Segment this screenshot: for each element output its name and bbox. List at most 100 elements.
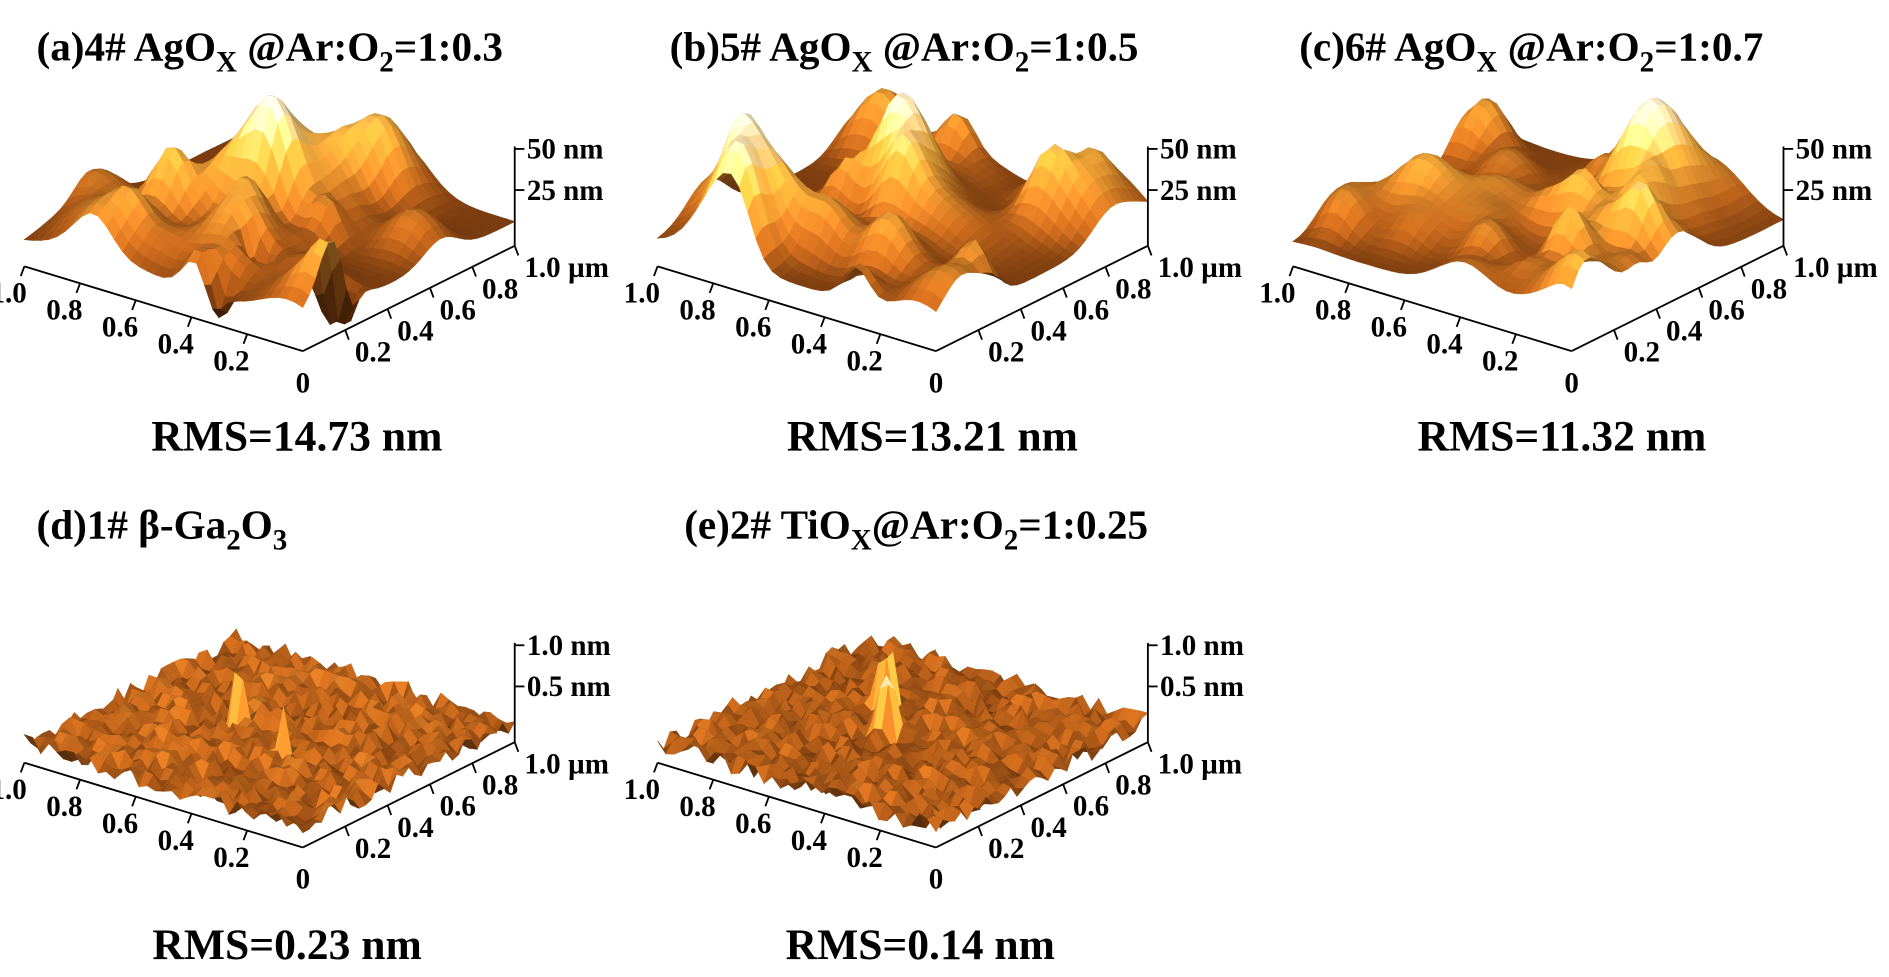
y-tick-label: 1.0 µm [524, 252, 609, 284]
x-tick [19, 762, 26, 773]
origin-label: 0 [296, 864, 311, 896]
title-subscript: 3 [273, 525, 288, 557]
title-text: @Ar:O [237, 24, 379, 70]
title-text: O [241, 502, 273, 548]
title-subscript: 2 [379, 46, 394, 78]
title-text: @Ar:O [1497, 24, 1639, 70]
x-tick-label: 0.6 [102, 808, 138, 840]
y-tick [1104, 266, 1110, 277]
y-tick [344, 826, 350, 837]
z-tick-label: 50 nm [527, 134, 604, 166]
origin-label: 0 [1564, 367, 1579, 399]
y-tick-label: 1.0 µm [524, 749, 609, 781]
x-tick [875, 333, 882, 345]
title-subscript: 2 [1640, 46, 1655, 78]
title-subscript: X [851, 46, 872, 78]
title-subscript: X [216, 46, 237, 78]
title-text: @Ar:O [872, 24, 1014, 70]
title-text: =1:0.5 [1029, 24, 1138, 70]
x-tick-label: 0.4 [158, 329, 194, 361]
panel-title: (b)5# AgOX​ @Ar:O2​=1:0.5 [670, 24, 1139, 79]
x-tick-label: 1.0 [1259, 278, 1295, 310]
z-tick-label: 25 nm [527, 175, 604, 207]
y-tick-label: 0.6 [440, 791, 476, 823]
x-tick [186, 316, 193, 328]
afm-panel: (d)1# β-Ga2​O3​01.00.80.60.40.20.20.40.6… [0, 502, 611, 969]
surface-facet [294, 288, 310, 308]
x-tick-label: 0.4 [158, 825, 194, 857]
title-text: (c)6# AgO [1299, 24, 1476, 71]
z-tick-label: 50 nm [1160, 134, 1237, 166]
y-tick [1740, 266, 1746, 277]
y-tick [513, 245, 520, 256]
rms-label: RMS=14.73 nm [151, 412, 442, 460]
y-tick [1613, 329, 1619, 341]
y-tick-label: 0.2 [355, 337, 391, 369]
x-tick-label: 0.2 [213, 345, 249, 377]
x-tick [242, 830, 249, 841]
x-tick [1288, 266, 1295, 277]
surface [656, 88, 1149, 313]
title-text: (e)2# TiO [684, 502, 851, 549]
title-text: =1:0.25 [1018, 502, 1148, 548]
y-tick-label: 0.6 [440, 294, 476, 326]
x-tick-label: 0.4 [791, 329, 827, 361]
y-tick-label: 0.2 [355, 833, 391, 865]
y-tick [471, 266, 477, 277]
title-text: (d)1# β-Ga [37, 502, 227, 549]
title-subscript: 2 [1004, 525, 1019, 557]
y-tick-label: 0.2 [988, 337, 1024, 369]
y-tick [1062, 287, 1068, 298]
title-text: =1:0.7 [1654, 24, 1763, 70]
z-tick-label: 1.0 nm [527, 630, 611, 662]
x-tick-label: 0.6 [735, 312, 771, 344]
y-tick-label: 0.8 [1115, 273, 1151, 305]
x-tick [1344, 282, 1350, 294]
y-tick-label: 0.4 [1666, 315, 1702, 347]
x-tick-label: 0.2 [1482, 345, 1518, 377]
x-tick [653, 266, 659, 277]
y-tick-label: 1.0 µm [1158, 252, 1243, 284]
x-axis-line [24, 265, 304, 352]
rms-label: RMS=13.21 nm [787, 412, 1078, 460]
y-tick-label: 0.4 [397, 315, 433, 347]
title-text: (b)5# AgO [670, 24, 852, 71]
surface [23, 95, 516, 326]
y-tick [429, 783, 435, 795]
rms-label: RMS=11.32 nm [1418, 412, 1707, 460]
origin-label: 0 [296, 367, 311, 399]
y-tick-label: 0.4 [397, 812, 433, 844]
y-tick [1782, 245, 1788, 256]
y-tick [471, 762, 477, 774]
afm-panel: (e)2# TiOX​@Ar:O2​=1:0.2501.00.80.60.40.… [624, 502, 1244, 969]
y-tick-label: 0.4 [1030, 315, 1066, 347]
z-tick-label: 50 nm [1796, 134, 1873, 166]
y-tick [344, 329, 350, 341]
title-subscript: X [1476, 46, 1497, 78]
x-tick [708, 282, 715, 294]
rms-label: RMS=0.23 nm [152, 921, 421, 969]
x-tick-label: 0.8 [1315, 295, 1351, 327]
x-tick [186, 813, 193, 824]
y-tick [386, 308, 393, 319]
title-text: (a)4# AgO [37, 24, 216, 71]
x-tick-label: 0.8 [679, 295, 715, 327]
surface [1292, 97, 1785, 295]
z-tick-label: 0.5 nm [527, 671, 611, 703]
y-tick-label: 0.6 [1073, 294, 1109, 326]
afm-panel: (c)6# AgOX​ @Ar:O2​=1:0.701.00.80.60.40.… [1259, 24, 1877, 461]
afm-panel: (a)4# AgOX​ @Ar:O2​=1:0.301.00.80.60.40.… [0, 24, 609, 461]
x-tick [1511, 333, 1517, 345]
x-tick-label: 0.8 [46, 295, 82, 327]
title-text: =1:0.3 [394, 24, 503, 70]
y-tick-label: 0.6 [1708, 294, 1744, 326]
title-subscript: X [851, 525, 872, 557]
afm-panel: (b)5# AgOX​ @Ar:O2​=1:0.501.00.80.60.40.… [624, 24, 1242, 461]
y-tick-label: 0.8 [1751, 273, 1787, 305]
x-tick-label: 1.0 [0, 774, 27, 806]
y-tick [513, 741, 520, 753]
panel-title: (d)1# β-Ga2​O3​ [37, 502, 288, 557]
x-tick [820, 316, 826, 328]
x-tick [1455, 316, 1462, 328]
